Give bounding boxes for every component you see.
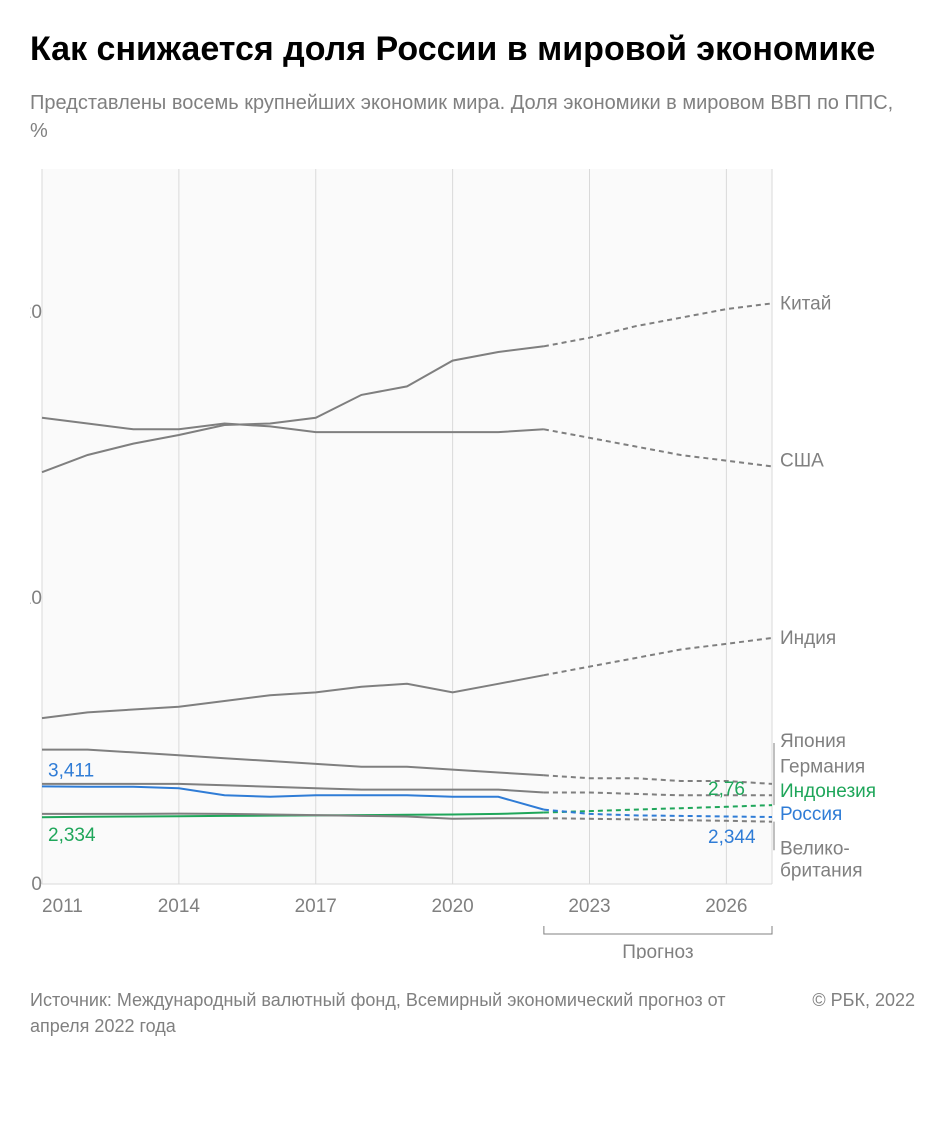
svg-text:британия: британия [780, 860, 863, 881]
svg-text:США: США [780, 450, 824, 471]
chart-title: Как снижается доля России в мировой экон… [30, 28, 915, 71]
chart-area: 0 10 20 2011 2014 2017 2020 2023 2026 Прогноз Кита… [30, 169, 915, 959]
svg-text:Велико-: Велико- [780, 838, 850, 859]
svg-text:2,76: 2,76 [708, 779, 745, 800]
line-chart-svg: 0 10 20 2011 2014 2017 2020 2023 2026 Прогноз Кита… [30, 169, 915, 959]
svg-text:2011: 2011 [42, 896, 83, 917]
svg-text:20: 20 [30, 302, 42, 323]
svg-text:2023: 2023 [568, 896, 610, 917]
svg-text:3,411: 3,411 [48, 760, 94, 781]
svg-text:Китай: Китай [780, 293, 831, 314]
svg-text:Россия: Россия [780, 803, 842, 824]
svg-text:2,334: 2,334 [48, 825, 96, 846]
svg-text:2014: 2014 [158, 896, 201, 917]
copyright-text: © РБК, 2022 [812, 987, 915, 1013]
svg-text:Прогноз: Прогноз [622, 942, 693, 959]
svg-text:2017: 2017 [295, 896, 337, 917]
svg-text:2,344: 2,344 [708, 826, 756, 847]
svg-text:Индонезия: Индонезия [780, 781, 876, 802]
svg-text:10: 10 [30, 588, 42, 609]
svg-text:Индия: Индия [780, 628, 836, 649]
source-text: Источник: Международный валютный фонд, В… [30, 987, 750, 1039]
svg-text:2026: 2026 [705, 896, 747, 917]
svg-text:Германия: Германия [780, 756, 865, 777]
svg-text:Япония: Япония [780, 731, 846, 752]
svg-text:2020: 2020 [431, 896, 473, 917]
svg-text:0: 0 [31, 874, 42, 895]
chart-subtitle: Представлены восемь крупнейших экономик … [30, 89, 915, 145]
